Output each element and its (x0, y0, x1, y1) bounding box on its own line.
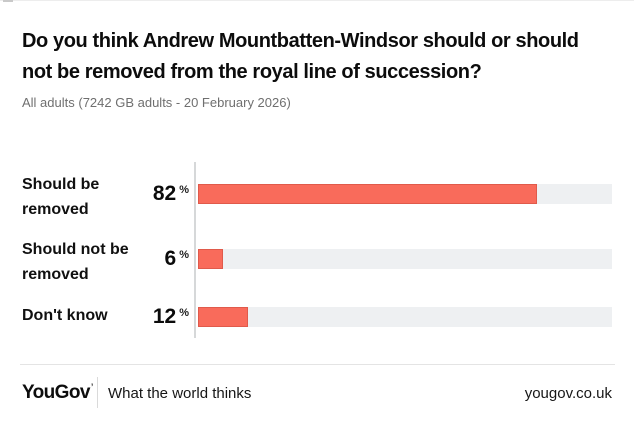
yougov-logo-text: YouGov (22, 382, 90, 403)
top-edge-artifact (3, 0, 13, 2)
value-label: 6% (60, 247, 189, 271)
bar-track (198, 249, 612, 269)
value-number: 82 (152, 182, 177, 205)
chart-subtitle: All adults (7242 GB adults - 20 February… (22, 95, 291, 110)
percent-sign: % (179, 184, 189, 196)
value-label: 12% (60, 305, 189, 329)
chart-title: Do you think Andrew Mountbatten-Windsor … (22, 26, 618, 88)
percent-sign: % (179, 307, 189, 319)
category-label: Should not be removed (22, 241, 129, 283)
bar-fill (198, 307, 248, 327)
axis-baseline (194, 162, 196, 338)
footer-separator (97, 377, 98, 408)
category-label: Don't know (22, 307, 108, 324)
value-number: 6 (164, 247, 177, 270)
bar-fill (198, 249, 223, 269)
category-label: Should be removed (22, 176, 100, 218)
yougov-logo: YouGov’ (22, 382, 93, 406)
footer-divider (20, 364, 615, 365)
top-edge-line (0, 0, 634, 1)
percent-sign: % (179, 249, 189, 261)
chart-title-line-1: Do you think Andrew Mountbatten-Windsor … (22, 30, 579, 52)
bar-track (198, 184, 612, 204)
value-label: 82% (60, 182, 189, 206)
value-number: 12 (152, 305, 177, 328)
bar-fill (198, 184, 538, 204)
bar-track (198, 307, 612, 327)
footer-url: yougov.co.uk (524, 385, 612, 402)
chart-title-line-2: not be removed from the royal line of su… (22, 61, 482, 83)
logo-trademark-mark: ’ (90, 382, 93, 392)
footer-tagline: What the world thinks (108, 385, 252, 402)
